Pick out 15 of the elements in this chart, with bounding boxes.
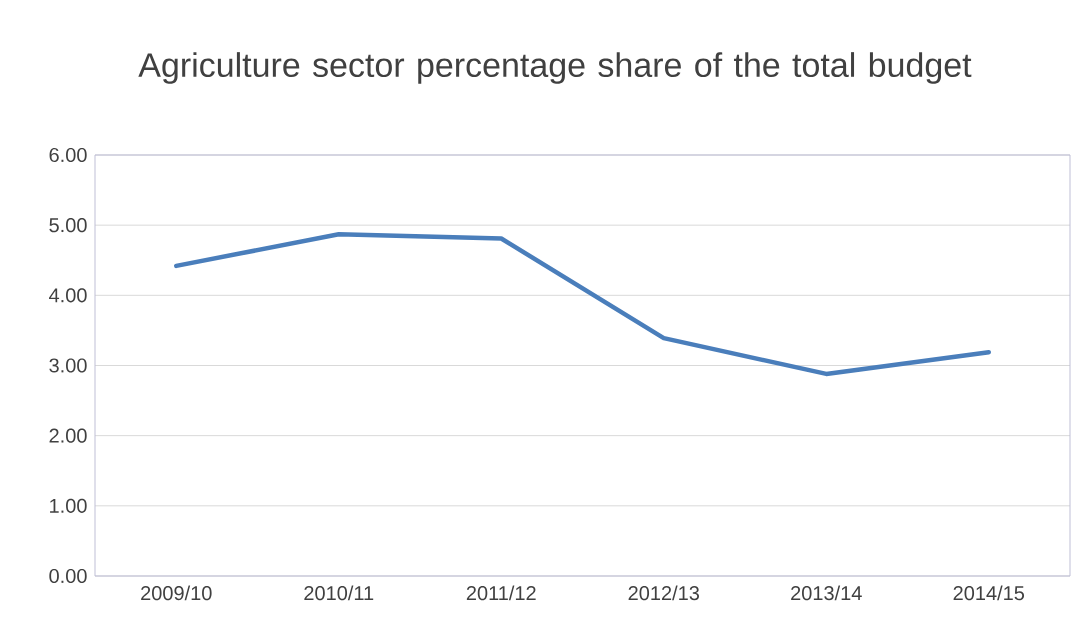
x-tick-label: 2010/11 [304,585,374,601]
x-tick-label: 2009/10 [141,585,212,601]
x-tick-label: 2013/14 [791,585,862,601]
y-tick-label: 0.00 [49,568,87,584]
y-tick-label: 1.00 [50,498,87,513]
y-tick-label: 5.00 [49,218,87,233]
x-tick-label: 2011/12 [466,585,536,601]
y-tick-label: 6.00 [49,147,87,163]
y-tick-label: 2.00 [49,428,87,443]
x-tick-label: 2012/13 [628,585,700,601]
y-tick-label: 3.00 [49,358,87,373]
chart-title: Agriculture sector percentage share of the total budget [138,52,972,84]
x-tick-label: 2014/15 [953,585,1025,601]
line-series [174,232,992,377]
y-tick-label: 4.00 [49,288,87,303]
